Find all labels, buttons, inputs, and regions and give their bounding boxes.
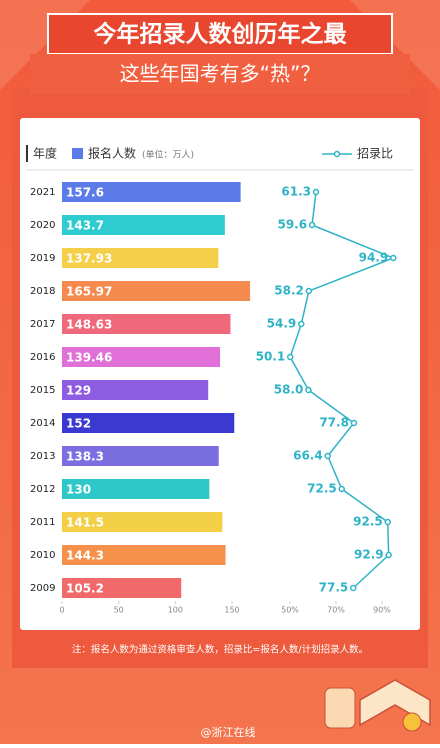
source: @浙江在线 <box>201 725 256 739</box>
y-tick-label: 2021 <box>30 187 55 198</box>
ratio-value-label: 92.5 <box>353 515 383 529</box>
y-tick-label: 2011 <box>30 517 55 528</box>
y-tick-label: 2018 <box>30 286 55 297</box>
ratio-point <box>286 353 294 361</box>
bar <box>62 545 226 565</box>
bar-value-label: 141.5 <box>66 516 104 530</box>
y-tick-label: 2010 <box>30 550 55 561</box>
bar-value-label: 157.6 <box>66 186 104 200</box>
ratio-value-label: 77.5 <box>319 581 349 595</box>
y-tick-label: 2015 <box>30 385 55 396</box>
ratio-value-label: 58.0 <box>274 383 304 397</box>
bar-value-label: 165.97 <box>66 285 112 299</box>
ratio-value-label: 92.9 <box>354 548 384 562</box>
ratio-value-label: 72.5 <box>307 482 337 496</box>
bar-value-label: 148.63 <box>66 318 112 332</box>
legend-label: 报名人数 <box>88 146 136 161</box>
ratio-value-label: 59.6 <box>277 218 307 232</box>
x2-tick-label: 70% <box>327 606 345 615</box>
ratio-value-label: 66.4 <box>293 449 323 463</box>
bar <box>62 281 251 301</box>
bar <box>62 578 182 598</box>
y-tick-label: 2017 <box>30 319 55 330</box>
ratio-point <box>305 287 313 295</box>
y-tick-label: 2013 <box>30 451 55 462</box>
y-axis-label: 年度 <box>33 146 57 161</box>
y-tick-label: 2019 <box>30 253 55 264</box>
ratio-value-label: 50.1 <box>256 350 286 364</box>
ratio-point <box>350 419 358 427</box>
legend-marker <box>333 150 341 158</box>
ratio-value-label: 94.9 <box>359 251 389 265</box>
bar-value-label: 139.46 <box>66 351 112 365</box>
bar-value-label: 130 <box>66 483 91 497</box>
bar-value-label: 129 <box>66 384 91 398</box>
y-tick-label: 2016 <box>30 352 55 363</box>
ratio-value-label: 54.9 <box>267 317 297 331</box>
bar-value-label: 143.7 <box>66 219 104 233</box>
y-tick-label: 2012 <box>30 484 55 495</box>
ratio-point <box>324 452 331 460</box>
bar-value-label: 152 <box>66 417 91 431</box>
bar <box>62 347 221 367</box>
x-tick-label: 50 <box>114 606 124 615</box>
note: 注：报名人数为通过资格审查人数，招录比=报名人数/计划招录人数。 <box>72 644 368 656</box>
ratio-point <box>298 320 305 328</box>
ratio-point <box>308 221 316 229</box>
bar <box>62 182 241 202</box>
unit-note: (单位：万人) <box>142 149 194 161</box>
bar <box>62 413 235 433</box>
ratio-point <box>305 386 312 394</box>
bar-value-label: 144.3 <box>66 549 104 563</box>
chart-title: 今年招录人数创历年之最 <box>94 21 348 48</box>
ratio-value-label: 77.8 <box>319 416 349 430</box>
chart-subtitle: 这些年国考有多“热”？ <box>120 62 321 86</box>
bar-value-label: 138.3 <box>66 450 104 464</box>
ratio-point <box>385 551 392 559</box>
ratio-point <box>312 188 320 196</box>
bar <box>62 446 219 466</box>
bar <box>62 380 209 400</box>
bar <box>62 512 223 532</box>
book-illustration <box>324 679 431 732</box>
ratio-point <box>390 254 397 262</box>
x-tick-label: 100 <box>168 606 183 615</box>
x-tick-label: 0 <box>59 606 64 615</box>
bar <box>62 314 231 334</box>
legend-label: 招录比 <box>357 147 393 161</box>
y-tick-label: 2009 <box>30 583 55 594</box>
x-tick-label: 150 <box>224 606 239 615</box>
ratio-point <box>338 485 345 493</box>
y-tick-label: 2014 <box>30 418 55 429</box>
bar <box>62 215 225 235</box>
ratio-value-label: 58.2 <box>274 284 304 298</box>
card <box>20 118 420 630</box>
ratio-point <box>384 518 391 526</box>
subtitle-box <box>30 54 410 94</box>
bar <box>62 479 210 499</box>
y-tick-label: 2020 <box>30 220 55 231</box>
ratio-point <box>350 584 357 592</box>
x2-tick-label: 90% <box>373 606 391 615</box>
x2-tick-label: 50% <box>281 606 299 615</box>
legend-swatch <box>72 148 83 159</box>
bar-value-label: 105.2 <box>66 582 104 596</box>
bar <box>62 248 219 268</box>
ratio-value-label: 61.3 <box>281 185 311 199</box>
bar-value-label: 137.93 <box>66 252 112 266</box>
